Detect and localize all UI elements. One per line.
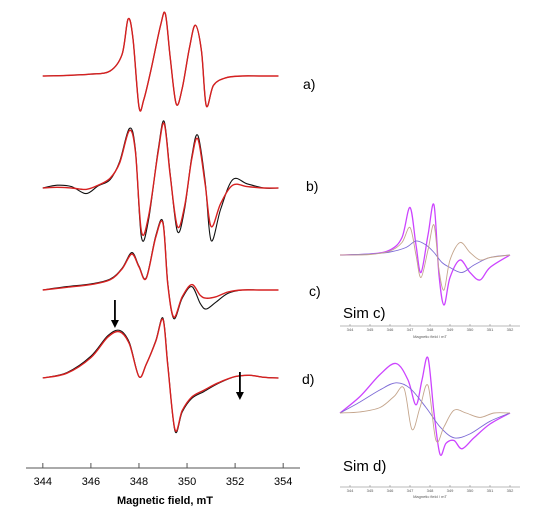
inset-tick-label: 350 <box>467 488 474 493</box>
inset-tick-label: 348 <box>427 488 434 493</box>
inset-sim-c-title: Sim c) <box>343 305 386 322</box>
inset-tick-label: 352 <box>507 327 514 332</box>
inset-tick-label: 347 <box>407 488 414 493</box>
trace-label: b) <box>306 178 318 194</box>
inset-tick-label: 350 <box>467 327 474 332</box>
inset-tick-label: 346 <box>387 488 394 493</box>
inset-sim-c: 344 345 346 347 348 349 350 351 352 Magnetic fie… <box>339 203 520 339</box>
inset-sim-c-traces <box>339 203 511 306</box>
inset-tick-label: 348 <box>427 327 434 332</box>
arrow-marker <box>235 372 244 400</box>
inset-tick-label: 346 <box>387 327 394 332</box>
inset-tick-label: 349 <box>447 327 454 332</box>
x-tick-label: 346 <box>82 476 100 488</box>
spectra-traces <box>42 11 279 434</box>
trace-a-simulated <box>42 11 279 112</box>
inset-tick-label: 345 <box>367 327 374 332</box>
inset-series-2 <box>339 240 511 273</box>
x-tick-label: 348 <box>130 476 148 488</box>
inset-sim-d-traces <box>339 356 511 457</box>
x-tick-label: 344 <box>34 476 52 488</box>
x-tick-label: 354 <box>274 476 292 488</box>
inset-sim-c-x-axis-title: Magnetic field / mT <box>413 334 447 339</box>
inset-tick-label: 345 <box>367 488 374 493</box>
inset-series-1 <box>339 356 511 457</box>
trace-label: c) <box>309 283 321 299</box>
x-tick-label: 352 <box>226 476 244 488</box>
inset-tick-label: 344 <box>347 327 354 332</box>
x-axis-title: Magnetic field, mT <box>117 495 213 507</box>
main-plot-area: 344 346 348 350 352 354 a) b) c) d) Magnetic fie… <box>26 11 321 507</box>
inset-sim-d: 344 345 346 347 348 349 350 351 352 Magnetic fie… <box>339 356 520 499</box>
inset-tick-label: 344 <box>347 488 354 493</box>
x-axis-ticks: 344 346 348 350 352 354 <box>34 463 292 488</box>
inset-tick-label: 347 <box>407 327 414 332</box>
x-tick-label: 350 <box>178 476 196 488</box>
inset-series-3 <box>339 224 511 291</box>
inset-sim-d-title: Sim d) <box>343 458 386 475</box>
trace-label: a) <box>303 76 315 92</box>
inset-sim-c-ticks: 344 345 346 347 348 349 350 351 352 <box>347 324 514 332</box>
trace-labels: a) b) c) d) <box>302 76 321 387</box>
trace-label: d) <box>302 371 314 387</box>
trace-c-simulated <box>42 220 279 318</box>
inset-sim-d-x-axis-title: Magnetic field / mT <box>413 494 447 499</box>
inset-series-1 <box>339 203 511 306</box>
inset-tick-label: 352 <box>507 488 514 493</box>
trace-b-simulated <box>42 122 279 237</box>
trace-d-simulated <box>42 318 279 432</box>
inset-series-2 <box>339 382 511 439</box>
inset-series-3 <box>339 384 511 443</box>
arrow-marker <box>110 300 119 328</box>
inset-sim-d-ticks: 344 345 346 347 348 349 350 351 352 <box>347 485 514 493</box>
inset-tick-label: 349 <box>447 488 454 493</box>
inset-tick-label: 351 <box>487 488 494 493</box>
trace-c-experimental <box>42 218 279 320</box>
inset-tick-label: 351 <box>487 327 494 332</box>
field-arrows <box>110 300 244 400</box>
